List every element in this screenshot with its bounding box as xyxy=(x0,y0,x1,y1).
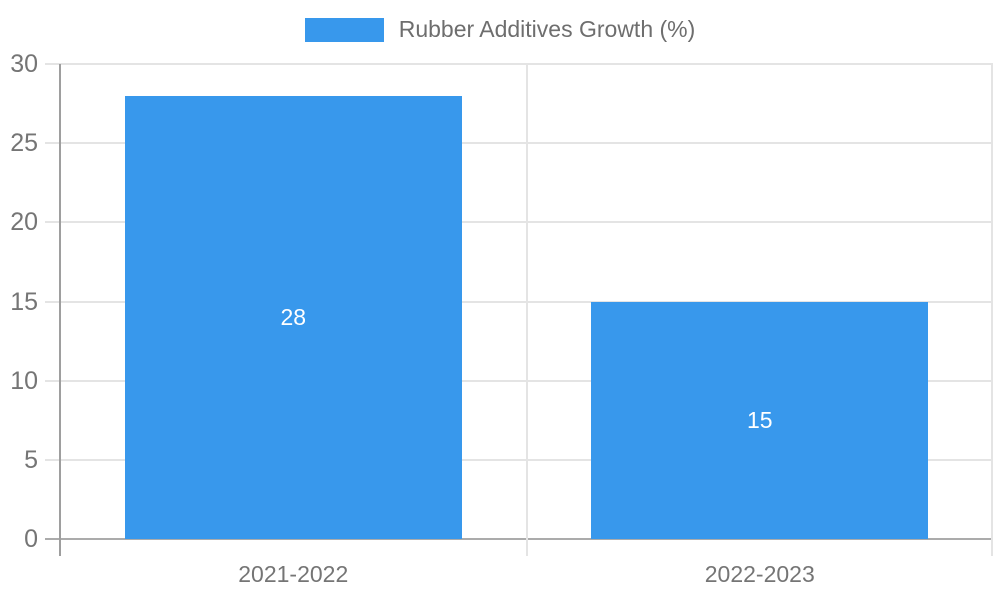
y-tick-label: 0 xyxy=(24,525,38,553)
y-tick-label: 25 xyxy=(10,129,38,158)
bar[interactable]: 15 xyxy=(591,301,929,539)
gridline xyxy=(45,458,993,461)
y-tick-label: 10 xyxy=(10,366,38,395)
gridline xyxy=(45,300,993,303)
gridline xyxy=(45,221,993,224)
x-category-label: 2022-2023 xyxy=(704,561,815,587)
y-tick-label: 5 xyxy=(24,445,38,474)
legend-swatch xyxy=(304,17,384,42)
y-tick-label: 30 xyxy=(10,50,38,78)
y-tick-label: 15 xyxy=(10,287,38,316)
plot-right-border xyxy=(991,64,993,556)
chart-legend[interactable]: Rubber Additives Growth (%) xyxy=(0,16,1000,43)
x-axis-line xyxy=(45,538,993,540)
x-category-label: 2021-2022 xyxy=(238,561,349,587)
gridline xyxy=(45,63,993,65)
y-axis-line xyxy=(59,64,61,556)
category-divider-gridline xyxy=(525,64,528,556)
bar-value-label: 28 xyxy=(280,303,307,330)
legend-label: Rubber Additives Growth (%) xyxy=(398,16,696,42)
bar-value-label: 15 xyxy=(746,406,773,433)
y-tick-label: 20 xyxy=(10,208,38,237)
gridline xyxy=(45,142,993,145)
gridline xyxy=(45,379,993,382)
bar[interactable]: 28 xyxy=(124,95,462,539)
